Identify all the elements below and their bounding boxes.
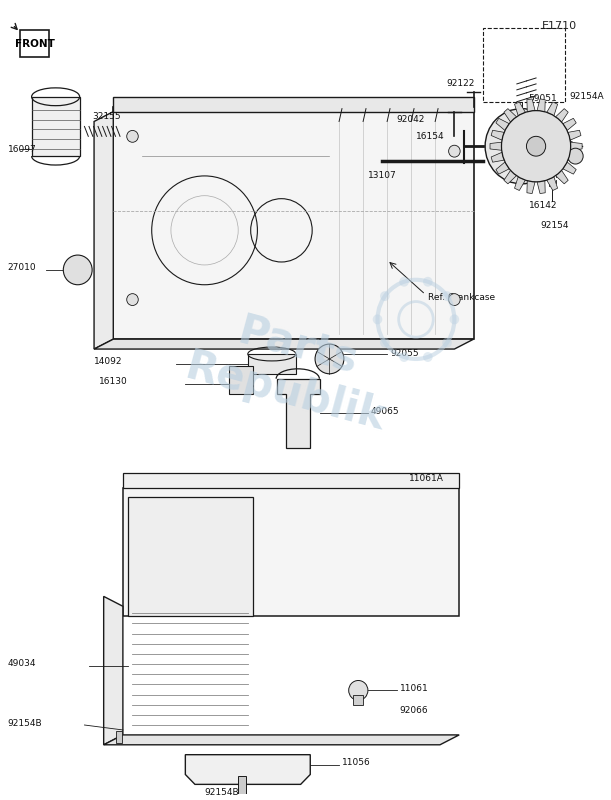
Polygon shape [514, 102, 525, 116]
Polygon shape [568, 130, 581, 140]
Bar [229, 366, 252, 394]
Polygon shape [527, 99, 535, 112]
Text: 16097: 16097 [7, 145, 36, 154]
Polygon shape [563, 118, 576, 130]
Circle shape [423, 277, 433, 286]
Text: 92154B: 92154B [205, 788, 239, 797]
Polygon shape [94, 339, 474, 349]
Polygon shape [104, 735, 459, 745]
Circle shape [527, 136, 546, 156]
Circle shape [373, 314, 382, 324]
Text: E1710: E1710 [542, 21, 577, 30]
Text: 59051: 59051 [529, 94, 557, 103]
Text: 92066: 92066 [400, 706, 428, 714]
Polygon shape [490, 142, 502, 150]
Circle shape [448, 146, 460, 157]
Text: 92042: 92042 [397, 115, 425, 124]
Circle shape [126, 130, 138, 142]
Polygon shape [527, 181, 535, 194]
Circle shape [399, 277, 409, 286]
Text: 11061: 11061 [400, 684, 428, 693]
Polygon shape [568, 152, 581, 162]
Circle shape [423, 352, 433, 362]
Bar [123, 487, 459, 616]
Bar [123, 473, 459, 487]
Polygon shape [185, 754, 310, 784]
Circle shape [315, 344, 344, 374]
Text: 14092: 14092 [94, 358, 123, 366]
Polygon shape [113, 106, 474, 339]
Bar [32, 97, 79, 156]
Text: Parts
Republik: Parts Republik [180, 298, 402, 439]
Text: 49065: 49065 [371, 407, 400, 416]
Circle shape [502, 110, 571, 182]
Circle shape [349, 681, 368, 700]
Text: 13107: 13107 [368, 171, 397, 181]
Text: 27010: 27010 [7, 263, 36, 273]
Polygon shape [248, 354, 296, 374]
Polygon shape [571, 142, 582, 150]
Polygon shape [563, 162, 576, 174]
Polygon shape [491, 130, 504, 140]
Polygon shape [514, 177, 525, 190]
Polygon shape [104, 596, 123, 745]
Text: 32155: 32155 [92, 112, 121, 121]
Polygon shape [20, 30, 49, 57]
Circle shape [448, 294, 460, 306]
Polygon shape [537, 181, 545, 194]
Text: FRONT: FRONT [15, 39, 54, 50]
Text: 92022: 92022 [546, 135, 574, 144]
Circle shape [380, 338, 390, 347]
Text: 11056: 11056 [342, 758, 371, 767]
Polygon shape [277, 378, 320, 448]
Text: 92154B: 92154B [7, 718, 42, 727]
Circle shape [380, 291, 390, 301]
Text: 16130: 16130 [99, 378, 128, 386]
Circle shape [126, 294, 138, 306]
Circle shape [450, 314, 459, 324]
Text: 16142: 16142 [529, 201, 558, 210]
Text: Ref. Crankcase: Ref. Crankcase [428, 293, 496, 302]
Bar [116, 731, 122, 743]
Polygon shape [94, 112, 113, 349]
Text: 11061A: 11061A [409, 474, 444, 483]
Circle shape [399, 352, 409, 362]
Polygon shape [555, 109, 568, 122]
Polygon shape [537, 99, 545, 112]
Circle shape [442, 291, 452, 301]
Text: 92122: 92122 [447, 79, 475, 89]
Polygon shape [496, 118, 510, 130]
Circle shape [442, 338, 452, 347]
Polygon shape [547, 102, 558, 116]
Polygon shape [113, 97, 474, 112]
Text: 92055: 92055 [390, 350, 419, 358]
Bar [483, 27, 565, 102]
Circle shape [507, 130, 537, 162]
Circle shape [485, 109, 558, 184]
Text: 92154A: 92154A [569, 92, 604, 102]
Polygon shape [504, 109, 516, 122]
Circle shape [64, 255, 92, 285]
Polygon shape [547, 177, 558, 190]
Polygon shape [504, 170, 516, 184]
Circle shape [568, 148, 583, 164]
Text: 16154: 16154 [416, 132, 445, 141]
Text: 49034: 49034 [7, 659, 36, 668]
Polygon shape [555, 170, 568, 184]
Text: 92154: 92154 [541, 221, 569, 230]
Bar [354, 695, 363, 706]
Polygon shape [491, 152, 504, 162]
Bar [238, 777, 246, 794]
Polygon shape [496, 162, 510, 174]
Bar [128, 498, 252, 616]
